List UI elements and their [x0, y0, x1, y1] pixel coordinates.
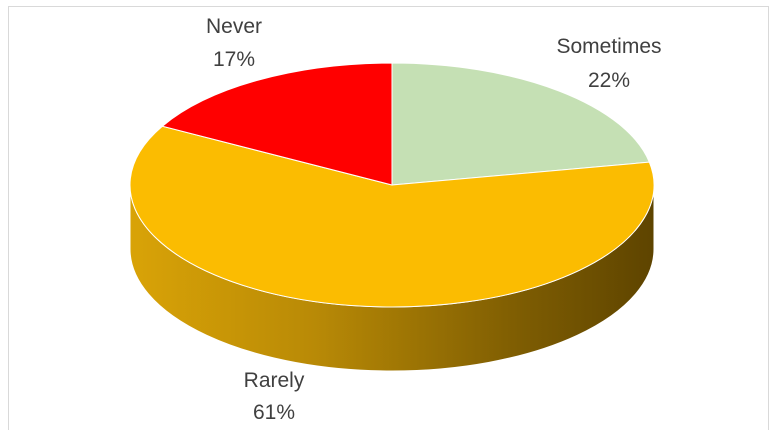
- data-label-sometimes-category: Sometimes: [556, 35, 661, 58]
- data-label-sometimes-percent: 22%: [588, 69, 630, 92]
- data-label-never-percent: 17%: [213, 48, 255, 71]
- pie-slice-never: [161, 62, 393, 186]
- pie-layer: [129, 62, 655, 372]
- pie-slice-sometimes: [391, 62, 651, 186]
- label-layer: Sometimes 22% Rarely 61% Never 17%: [206, 15, 662, 424]
- data-label-never-category: Never: [206, 15, 262, 38]
- pie-slice-rarely: [129, 125, 655, 308]
- data-label-rarely-percent: 61%: [253, 401, 295, 424]
- data-label-rarely-category: Rarely: [244, 369, 305, 392]
